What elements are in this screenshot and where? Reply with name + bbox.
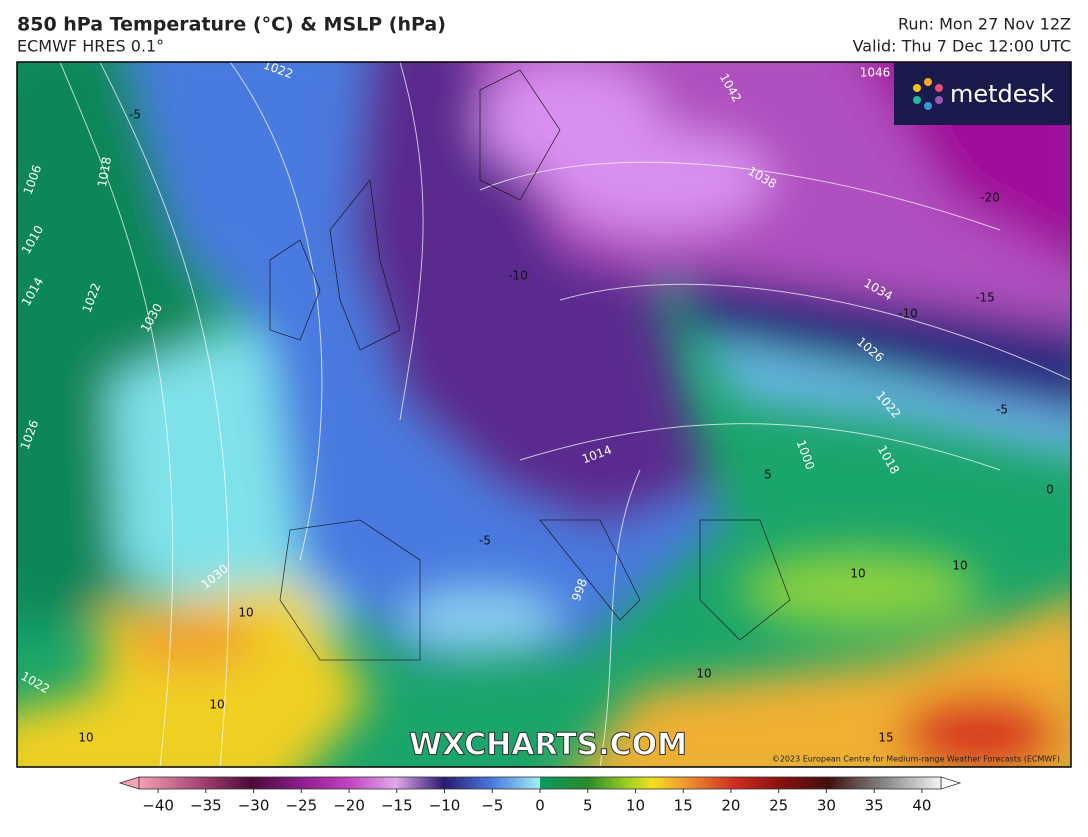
contour-label: -5 bbox=[479, 534, 491, 548]
contour-label: -10 bbox=[508, 269, 528, 283]
colorbar-tick-label: 30 bbox=[817, 797, 836, 815]
contour-label: 10 bbox=[696, 667, 711, 681]
contour-label: -5 bbox=[129, 108, 141, 122]
contour-label: 10 bbox=[238, 606, 253, 620]
watermark: WXCHARTS.COM bbox=[409, 728, 687, 763]
colorbar-bar bbox=[138, 776, 942, 790]
logo-text: metdesk bbox=[950, 80, 1054, 108]
colorbar-tick-label: −25 bbox=[285, 797, 317, 815]
run-time: Run: Mon 27 Nov 12Z bbox=[898, 15, 1071, 34]
colorbar-tick-label: 0 bbox=[535, 797, 545, 815]
colorbar-low-end bbox=[118, 776, 140, 790]
colorbar-high-end bbox=[940, 776, 962, 790]
colorbar-tick-label: −5 bbox=[481, 797, 503, 815]
colorbar-tick-label: 40 bbox=[912, 797, 931, 815]
subtitle: ECMWF HRES 0.1° bbox=[17, 37, 164, 56]
colorbar-tick-label: −15 bbox=[381, 797, 413, 815]
contour-label: 10 bbox=[78, 731, 93, 745]
colorbar-tick-label: 20 bbox=[721, 797, 740, 815]
colorbar-tick-label: 15 bbox=[674, 797, 693, 815]
contour-label: 10 bbox=[850, 567, 865, 581]
colorbar-tick-label: −20 bbox=[333, 797, 365, 815]
logo-icon bbox=[913, 78, 943, 110]
contour-label: 15 bbox=[878, 731, 893, 745]
title: 850 hPa Temperature (°C) & MSLP (hPa) bbox=[17, 14, 446, 36]
valid-time: Valid: Thu 7 Dec 12:00 UTC bbox=[853, 37, 1071, 56]
colorbar: −40 −35 −30 −25 −20 −15 −10 −5 0 5 10 15 20 25 30 35 40 bbox=[118, 776, 962, 815]
credit: ©2023 European Centre for Medium-range W… bbox=[772, 755, 1060, 764]
logo-box bbox=[894, 63, 1071, 125]
contour-label: 1018 bbox=[95, 156, 114, 189]
coastlines bbox=[269, 69, 791, 661]
colorbar-tick-label: −35 bbox=[190, 797, 222, 815]
contour-label: -10 bbox=[898, 307, 918, 321]
contour-label: 5 bbox=[764, 468, 772, 482]
colorbar-tick-label: 25 bbox=[769, 797, 788, 815]
temperature-field bbox=[17, 62, 1071, 767]
contour-label: -5 bbox=[996, 403, 1008, 417]
colorbar-tick-label: 35 bbox=[865, 797, 884, 815]
contour-label: 1046 bbox=[860, 66, 891, 80]
contour-label: -15 bbox=[975, 291, 995, 305]
colorbar-tick-label: −40 bbox=[142, 797, 174, 815]
contour-label: 10 bbox=[952, 559, 967, 573]
colorbar-tick-label: 5 bbox=[583, 797, 593, 815]
map-frame bbox=[16, 61, 1072, 768]
colorbar-tick-label: −30 bbox=[238, 797, 270, 815]
colorbar-tick-label: −10 bbox=[429, 797, 461, 815]
contour-label: -20 bbox=[980, 191, 1000, 205]
contour-label: 10 bbox=[209, 698, 224, 712]
contour-label: 0 bbox=[1046, 483, 1054, 497]
colorbar-tick-label: 10 bbox=[626, 797, 645, 815]
isobars bbox=[59, 62, 1071, 767]
